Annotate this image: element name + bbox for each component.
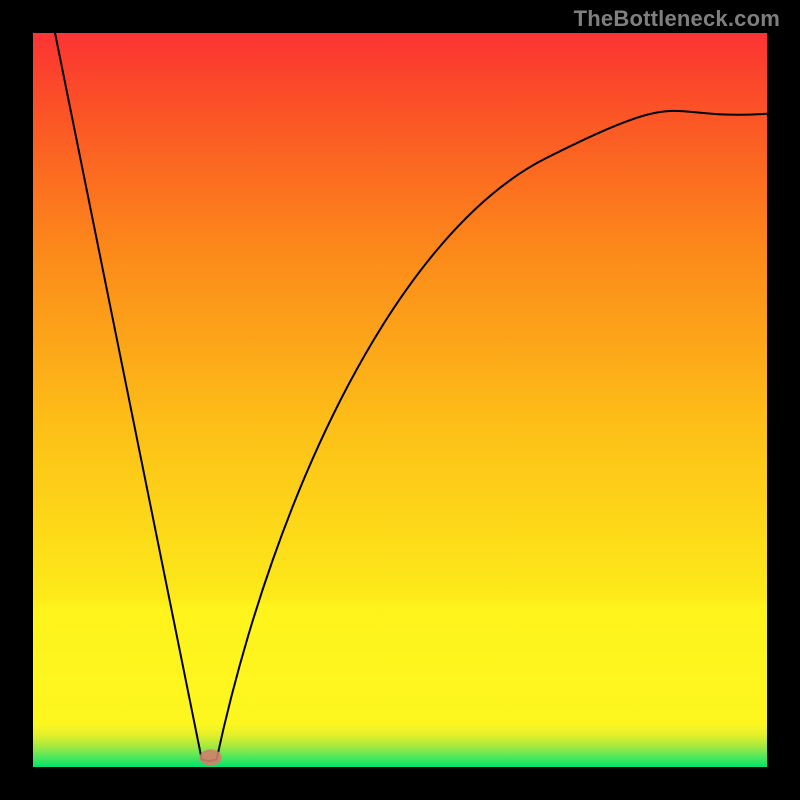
watermark-text: TheBottleneck.com [574, 6, 780, 32]
chart-frame: TheBottleneck.com [0, 0, 800, 800]
minimum-marker [200, 749, 222, 765]
gradient-background [33, 33, 767, 767]
bottleneck-plot [33, 33, 767, 767]
